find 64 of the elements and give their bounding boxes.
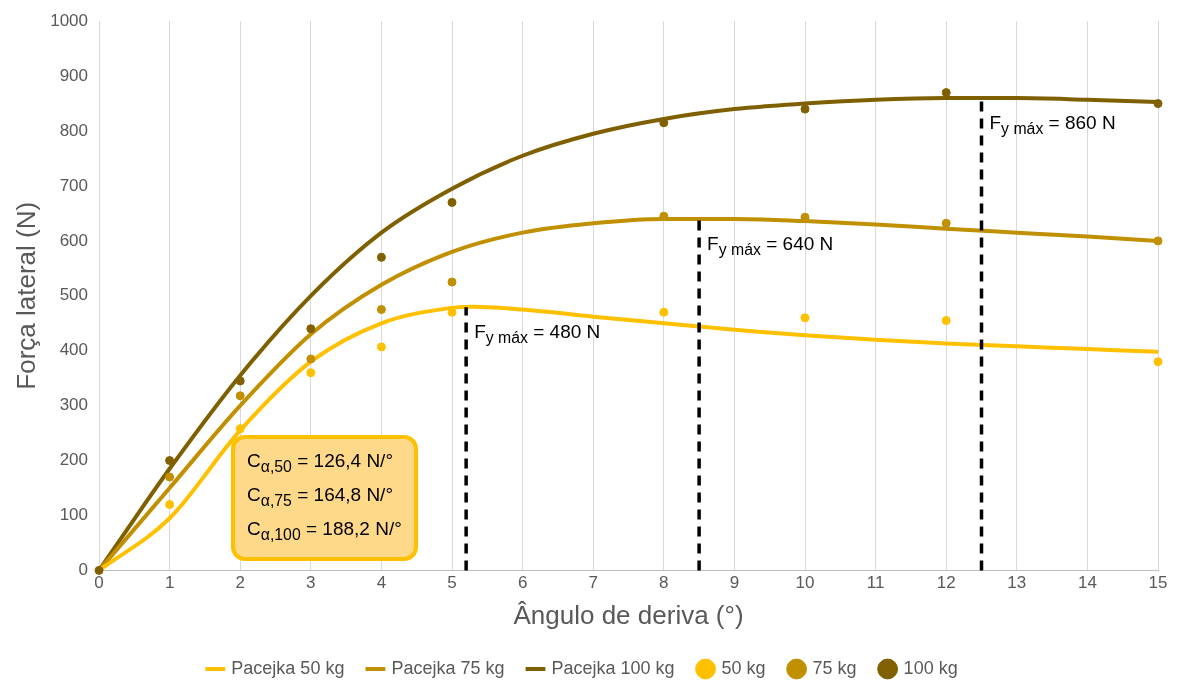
annotation: F$_{y máx}$ = 640 N xyxy=(707,232,834,259)
y-tick-label: 400 xyxy=(59,340,89,360)
x-axis-title: Ângulo de deriva (°) xyxy=(513,599,744,630)
point xyxy=(800,313,810,323)
annotation: C$_{α,50}$ = 126,4 N/° xyxy=(247,449,394,478)
point xyxy=(235,424,245,434)
annotation: F$_{y máx}$ = 480 N xyxy=(474,320,601,347)
x-tick-label: 13 xyxy=(1007,573,1027,593)
x-tick-label: 1 xyxy=(164,573,175,593)
x-tick-label: 9 xyxy=(729,573,740,593)
legend-label: Pacejka 100 kg xyxy=(551,657,675,678)
point xyxy=(306,354,316,364)
point xyxy=(1153,99,1163,109)
legend-label: 50 kg xyxy=(721,657,766,678)
x-tick-label: 15 xyxy=(1148,573,1168,593)
y-tick-label: 700 xyxy=(59,175,89,195)
point xyxy=(235,391,245,401)
point xyxy=(447,277,457,287)
x-tick-label: 2 xyxy=(235,573,245,593)
point xyxy=(376,305,386,315)
y-tick-label: 1000 xyxy=(50,10,89,30)
point xyxy=(1153,236,1163,246)
y-tick-label: 200 xyxy=(59,450,89,470)
legend-label: Pacejka 50 kg xyxy=(231,657,345,678)
legend-label: Pacejka 75 kg xyxy=(391,657,505,678)
x-tick-label: 5 xyxy=(447,573,457,593)
point xyxy=(376,342,386,352)
point xyxy=(800,104,810,114)
y-axis-title: Força lateral (N) xyxy=(10,201,41,390)
x-tick-label: 3 xyxy=(306,573,316,593)
legend-label: 100 kg xyxy=(903,657,958,678)
x-tick-label: 0 xyxy=(94,573,104,593)
x-tick-label: 4 xyxy=(376,573,387,593)
point xyxy=(659,307,669,317)
x-tick-label: 10 xyxy=(795,573,815,593)
point xyxy=(447,197,457,207)
point xyxy=(165,456,175,466)
point xyxy=(165,472,175,482)
point xyxy=(306,324,316,334)
point xyxy=(306,368,316,378)
x-tick-label: 14 xyxy=(1077,573,1097,593)
y-tick-label: 100 xyxy=(59,505,89,525)
point xyxy=(94,565,104,575)
x-tick-label: 11 xyxy=(866,573,885,593)
legend-label: 75 kg xyxy=(812,657,857,678)
y-tick-label: 600 xyxy=(59,230,89,250)
point xyxy=(941,316,951,326)
annotation: F$_{y máx}$ = 860 N xyxy=(989,112,1116,138)
x-tick-label: 12 xyxy=(936,573,956,593)
x-tick-label: 6 xyxy=(517,573,528,593)
annotation: C$_{α,75}$ = 164,8 N/° xyxy=(247,483,394,511)
point xyxy=(165,500,175,509)
x-tick-label: 7 xyxy=(588,573,598,593)
y-tick-label: 0 xyxy=(78,560,89,580)
y-tick-label: 800 xyxy=(59,120,89,140)
y-tick-label: 900 xyxy=(59,65,89,85)
y-tick-label: 500 xyxy=(59,285,89,305)
y-tick-label: 300 xyxy=(59,395,89,415)
x-tick-label: 8 xyxy=(659,573,669,593)
point xyxy=(235,376,245,386)
point xyxy=(941,218,951,228)
point xyxy=(376,252,386,262)
annotation: C$_{α,100}$ = 188,2 N/° xyxy=(247,517,402,545)
point xyxy=(1153,357,1163,367)
